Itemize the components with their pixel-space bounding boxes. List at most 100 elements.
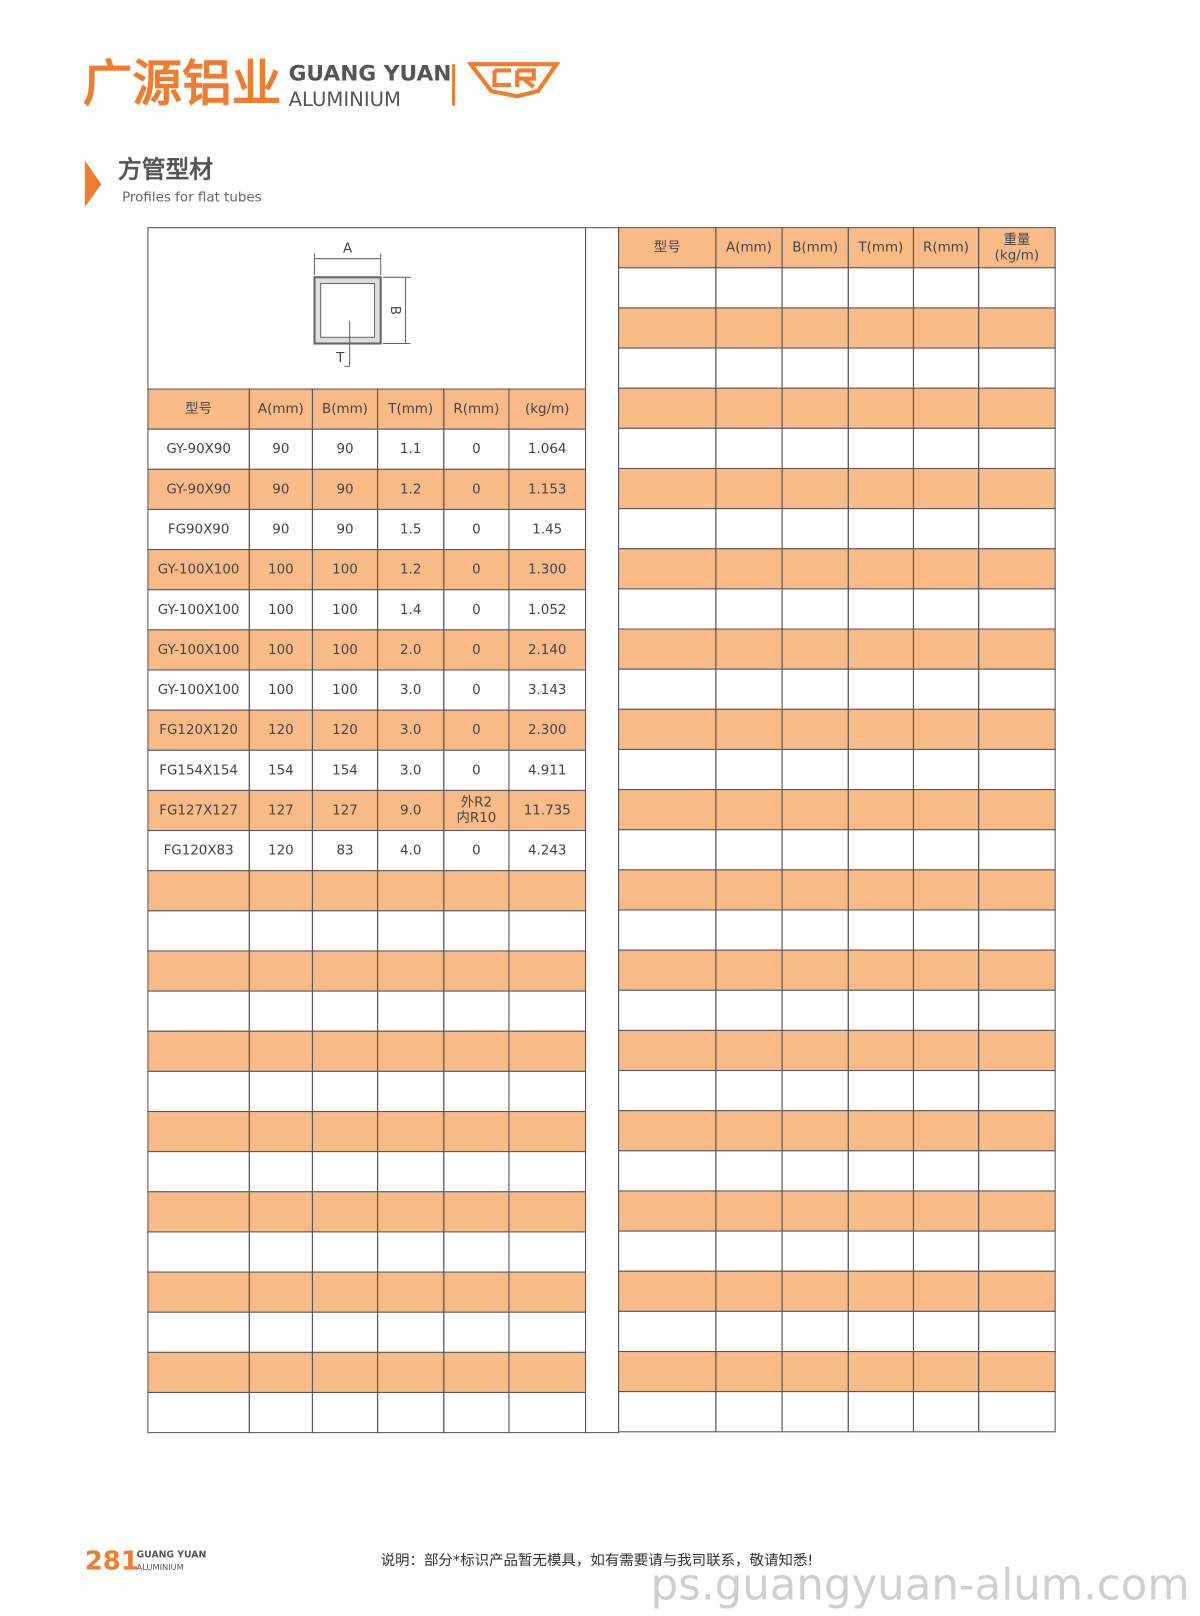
logo bbox=[466, 62, 561, 99]
row-bg bbox=[147, 670, 586, 711]
table-cell: 0 bbox=[472, 763, 481, 778]
row-bg bbox=[618, 1150, 1056, 1191]
section-title: 方管型材 bbox=[118, 155, 213, 183]
row-bg bbox=[618, 669, 1056, 710]
table-cell: 9.0 bbox=[400, 803, 421, 818]
header-cell: A(mm) bbox=[258, 402, 304, 417]
header-cell: R(mm) bbox=[923, 241, 969, 256]
footer-brand: GUANG YUAN bbox=[137, 1549, 207, 1560]
header-cell: B(mm) bbox=[792, 241, 838, 256]
row-bg bbox=[147, 1191, 586, 1232]
table-cell: FG154X154 bbox=[159, 763, 238, 778]
row-bg bbox=[618, 548, 1056, 589]
divider bbox=[452, 64, 456, 106]
footer-note: 说明：部分*标识产品暂无模具，如有需要请与我司联系，敬请知悉! bbox=[381, 1552, 814, 1569]
dim-b: B bbox=[387, 306, 402, 315]
row-bg bbox=[618, 508, 1056, 549]
row-bg bbox=[147, 830, 586, 871]
row-bg bbox=[618, 588, 1056, 630]
table-cell: GY-100X100 bbox=[158, 603, 240, 618]
table-cell: 120 bbox=[332, 723, 358, 738]
table-cell: 外R2 bbox=[461, 795, 492, 811]
table-cell: GY-90X90 bbox=[166, 482, 231, 497]
row-bg bbox=[147, 1071, 586, 1112]
brand-en-sub: ALUMINIUM bbox=[289, 88, 401, 111]
table-cell: 3.0 bbox=[400, 763, 421, 778]
brand-cn: 广源铝业 bbox=[83, 54, 282, 112]
table-cell: 120 bbox=[268, 723, 294, 738]
table-cell: 100 bbox=[332, 643, 358, 658]
table-cell: 0 bbox=[472, 844, 481, 859]
table-cell: 3.143 bbox=[528, 683, 566, 698]
table-cell: 100 bbox=[268, 643, 294, 658]
table-cell: 120 bbox=[268, 844, 294, 859]
cell-border bbox=[978, 1391, 1056, 1433]
row-bg bbox=[618, 950, 1056, 991]
table-cell: 3.0 bbox=[400, 723, 421, 738]
row-bg bbox=[618, 428, 1056, 469]
table-cell: 83 bbox=[336, 844, 353, 859]
table-cell: 100 bbox=[268, 683, 294, 698]
table-cell: 1.2 bbox=[400, 563, 421, 578]
table-cell: 0 bbox=[472, 603, 481, 618]
row-bg bbox=[618, 629, 1056, 670]
table-cell: 2.300 bbox=[528, 723, 566, 738]
header-cell: 重量 bbox=[1003, 232, 1030, 248]
row-bg bbox=[147, 870, 586, 911]
header-cell: T(mm) bbox=[857, 241, 903, 256]
row-bg bbox=[618, 1070, 1056, 1111]
table-cell: 1.300 bbox=[528, 563, 566, 578]
table-cell: GY-100X100 bbox=[158, 683, 240, 698]
table-cell: GY-100X100 bbox=[158, 643, 240, 658]
table-cell: 4.243 bbox=[528, 844, 566, 859]
table-cell: FG120X120 bbox=[159, 723, 238, 738]
table-cell: 127 bbox=[332, 803, 358, 818]
table-cell: GY-100X100 bbox=[158, 563, 240, 578]
table-cell: 1.1 bbox=[400, 442, 421, 457]
dim-t: T bbox=[335, 351, 345, 366]
page-number: 281 bbox=[85, 1547, 139, 1577]
row-bg bbox=[618, 749, 1056, 790]
table-cell: 0 bbox=[472, 523, 481, 538]
table-cell: 100 bbox=[268, 603, 294, 618]
row-bg bbox=[147, 1392, 586, 1433]
row-bg bbox=[618, 307, 1056, 349]
table-cell: 100 bbox=[332, 603, 358, 618]
table-cell: 90 bbox=[272, 482, 289, 497]
row-bg bbox=[147, 509, 586, 550]
table-cell: FG120X83 bbox=[164, 844, 234, 859]
table-cell: 1.5 bbox=[400, 523, 421, 538]
row-bg bbox=[147, 469, 586, 510]
header-cell: (kg/m) bbox=[995, 248, 1039, 263]
row-bg bbox=[147, 389, 586, 430]
table-cell: FG90X90 bbox=[168, 523, 230, 538]
row-bg bbox=[147, 589, 586, 630]
table-cell: 1.052 bbox=[528, 603, 566, 618]
header-cell: B(mm) bbox=[322, 402, 368, 417]
table-cell: FG127X127 bbox=[159, 803, 238, 818]
table-cell: 0 bbox=[472, 442, 481, 457]
row-bg bbox=[618, 1391, 1056, 1432]
table-cell: 90 bbox=[272, 442, 289, 457]
table-cell: 154 bbox=[268, 763, 294, 778]
row-bg bbox=[618, 468, 1056, 509]
table-cell: 4.0 bbox=[400, 844, 421, 859]
row-bg bbox=[147, 790, 586, 831]
row-bg bbox=[618, 789, 1056, 830]
table-cell: 100 bbox=[332, 563, 358, 578]
row-bg bbox=[147, 549, 586, 590]
table-cell: 90 bbox=[336, 442, 353, 457]
row-bg bbox=[618, 910, 1056, 951]
row-bg bbox=[618, 1311, 1056, 1352]
table-cell: 1.064 bbox=[528, 442, 566, 457]
header-cell: 型号 bbox=[185, 401, 212, 417]
table-cell: 90 bbox=[336, 523, 353, 538]
row-bg bbox=[147, 950, 586, 992]
table-cell: 3.0 bbox=[400, 683, 421, 698]
table-cell: 1.153 bbox=[528, 482, 566, 497]
dim-a: A bbox=[343, 241, 353, 256]
row-bg bbox=[147, 710, 586, 751]
row-bg bbox=[618, 227, 1056, 268]
row-bg bbox=[147, 629, 586, 670]
